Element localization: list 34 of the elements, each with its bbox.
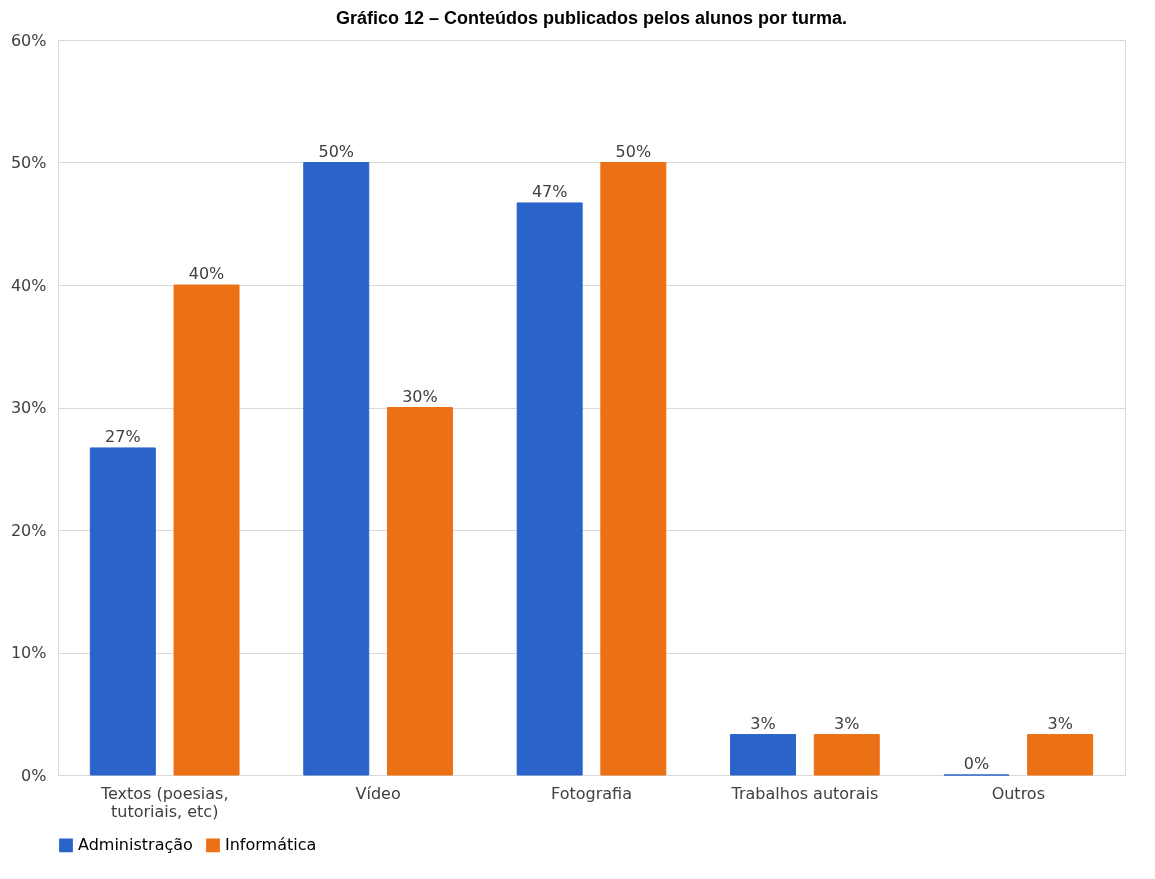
data-label: 40% xyxy=(188,264,225,283)
data-label: 3% xyxy=(750,713,776,733)
bar xyxy=(600,162,667,776)
y-tick-label: 50% xyxy=(10,153,47,172)
y-tick-label: 0% xyxy=(21,765,47,785)
bar xyxy=(1027,734,1094,776)
data-label: 47% xyxy=(531,181,568,201)
bar xyxy=(813,734,880,776)
bar xyxy=(89,447,156,776)
legend-label: Administração xyxy=(78,835,193,855)
y-tick-label: 60% xyxy=(10,30,47,50)
y-tick-label: 40% xyxy=(10,275,47,295)
data-label: 50% xyxy=(318,141,355,161)
bar xyxy=(730,734,797,776)
y-tick-label: 30% xyxy=(10,398,47,417)
bar xyxy=(303,162,370,776)
data-label: 3% xyxy=(1047,713,1073,733)
data-label: 3% xyxy=(834,713,860,733)
x-tick-label: Textos (poesias, tutoriais, etc) xyxy=(99,783,229,821)
data-label: 50% xyxy=(615,141,652,161)
bar xyxy=(173,284,240,776)
x-tick-label: Trabalhos autorais xyxy=(730,783,879,803)
legend-label: Informática xyxy=(225,835,317,855)
x-tick-label: Vídeo xyxy=(355,783,401,803)
data-label: 0% xyxy=(963,754,990,773)
x-tick-label: Outros xyxy=(991,783,1045,803)
data-label: 27% xyxy=(105,426,141,446)
y-tick-label: 20% xyxy=(10,520,47,540)
data-label: 30% xyxy=(402,386,438,406)
x-tick-label: Fotografia xyxy=(551,783,632,803)
bar xyxy=(516,202,583,776)
chart-title: Gráfico 12 – Conteúdos publicados pelos alunos por turma. xyxy=(335,8,848,28)
y-tick-label: 10% xyxy=(10,643,47,662)
bar xyxy=(386,407,453,776)
